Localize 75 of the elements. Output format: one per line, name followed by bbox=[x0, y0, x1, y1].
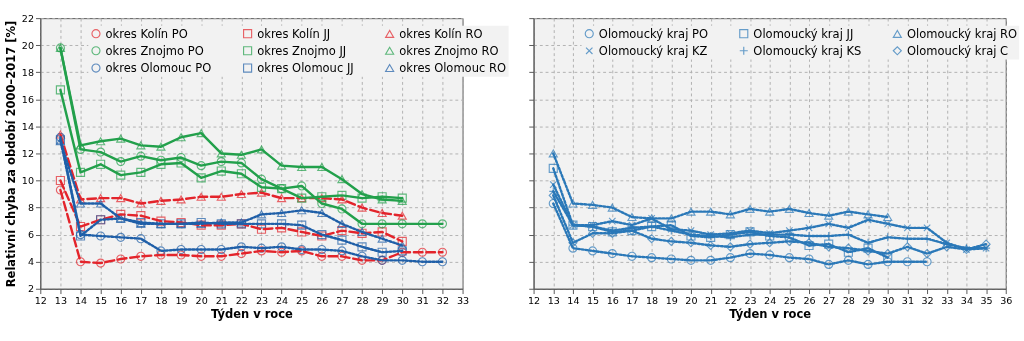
legend-label: Olomoucký kraj KZ bbox=[598, 43, 708, 58]
x-tick-label: 16 bbox=[115, 294, 128, 306]
y-tick-label: 20 bbox=[21, 39, 35, 51]
x-tick-label: 34 bbox=[960, 294, 973, 306]
x-tick-label: 24 bbox=[275, 294, 289, 306]
x-tick-label: 23 bbox=[255, 294, 269, 306]
legend-label: Olomoucký kraj RO bbox=[906, 26, 1018, 41]
x-tick-label: 27 bbox=[336, 294, 349, 306]
y-tick-label: 12 bbox=[21, 147, 35, 159]
x-tick-label: 26 bbox=[803, 294, 816, 306]
x-tick-label: 29 bbox=[376, 294, 389, 306]
x-tick-label: 27 bbox=[823, 294, 836, 306]
y-tick-label: 14 bbox=[21, 120, 35, 132]
legend-label: okres Kolín PO bbox=[105, 26, 188, 41]
x-tick-label: 14 bbox=[567, 294, 580, 306]
x-axis-title: Týden v roce bbox=[210, 307, 294, 322]
x-tick-label: 33 bbox=[456, 294, 470, 306]
legend-label: okres Znojmo PO bbox=[105, 43, 204, 58]
x-tick-label: 24 bbox=[764, 294, 777, 306]
x-tick-label: 31 bbox=[901, 294, 914, 306]
x-tick-label: 21 bbox=[705, 294, 718, 306]
x-tick-label: 20 bbox=[685, 294, 698, 306]
y-tick-label: 4 bbox=[27, 256, 35, 268]
x-tick-label: 23 bbox=[744, 294, 757, 306]
x-tick-label: 31 bbox=[416, 294, 429, 306]
y-tick-label: 6 bbox=[27, 229, 35, 241]
x-tick-label: 28 bbox=[356, 294, 369, 306]
y-tick-label: 16 bbox=[21, 93, 35, 105]
x-tick-label: 30 bbox=[396, 294, 409, 306]
x-tick-label: 33 bbox=[941, 294, 954, 306]
x-tick-label: 22 bbox=[724, 294, 737, 306]
x-tick-label: 30 bbox=[882, 294, 895, 306]
x-tick-label: 13 bbox=[547, 294, 560, 306]
x-tick-label: 21 bbox=[215, 294, 228, 306]
x-tick-label: 36 bbox=[1000, 294, 1013, 306]
y-tick-label: 18 bbox=[21, 66, 35, 78]
x-tick-label: 17 bbox=[135, 294, 148, 306]
legend-label: Olomoucký kraj JJ bbox=[753, 26, 854, 41]
x-tick-label: 19 bbox=[665, 294, 678, 306]
x-tick-label: 16 bbox=[606, 294, 619, 306]
y-tick-label: 2 bbox=[27, 283, 35, 295]
x-tick-label: 18 bbox=[646, 294, 659, 306]
y-tick-label: 10 bbox=[21, 174, 35, 186]
x-tick-label: 15 bbox=[95, 294, 108, 306]
x-tick-label: 19 bbox=[175, 294, 188, 306]
x-tick-label: 26 bbox=[316, 294, 329, 306]
y-tick-label: 22 bbox=[21, 12, 35, 24]
x-tick-label: 32 bbox=[921, 294, 934, 306]
x-tick-label: 22 bbox=[235, 294, 248, 306]
legend-label: okres Kolín JJ bbox=[257, 26, 331, 41]
legend-label: okres Olomouc JJ bbox=[257, 60, 354, 75]
x-tick-label: 15 bbox=[586, 294, 600, 306]
x-tick-label: 28 bbox=[842, 294, 855, 306]
legend-label: okres Olomouc RO bbox=[399, 60, 506, 75]
legend-label: okres Znojmo RO bbox=[399, 43, 499, 58]
legend-label: Olomoucký kraj PO bbox=[598, 26, 708, 41]
legend-label: okres Kolín RO bbox=[399, 26, 483, 41]
legend-label: okres Znojmo JJ bbox=[257, 43, 347, 58]
x-tick-label: 25 bbox=[783, 294, 796, 306]
y-tick-label: 8 bbox=[27, 201, 35, 213]
x-tick-label: 17 bbox=[626, 294, 639, 306]
x-tick-label: 13 bbox=[54, 294, 67, 306]
x-tick-label: 20 bbox=[195, 294, 208, 306]
legend-label: Olomoucký kraj C bbox=[906, 43, 1009, 58]
x-tick-label: 14 bbox=[74, 294, 88, 306]
x-tick-label: 35 bbox=[980, 294, 993, 306]
legend-label: Olomoucký kraj KS bbox=[753, 43, 862, 58]
x-tick-label: 12 bbox=[527, 294, 541, 306]
x-tick-label: 25 bbox=[296, 294, 309, 306]
y-axis-title: Relativní chyba za období 2000–2017 [%] bbox=[4, 20, 19, 288]
x-tick-label: 32 bbox=[436, 294, 450, 306]
legend-label: okres Olomouc PO bbox=[105, 60, 212, 75]
x-tick-label: 18 bbox=[155, 294, 168, 306]
x-tick-label: 29 bbox=[862, 294, 875, 306]
x-axis-title: Týden v roce bbox=[729, 307, 812, 322]
